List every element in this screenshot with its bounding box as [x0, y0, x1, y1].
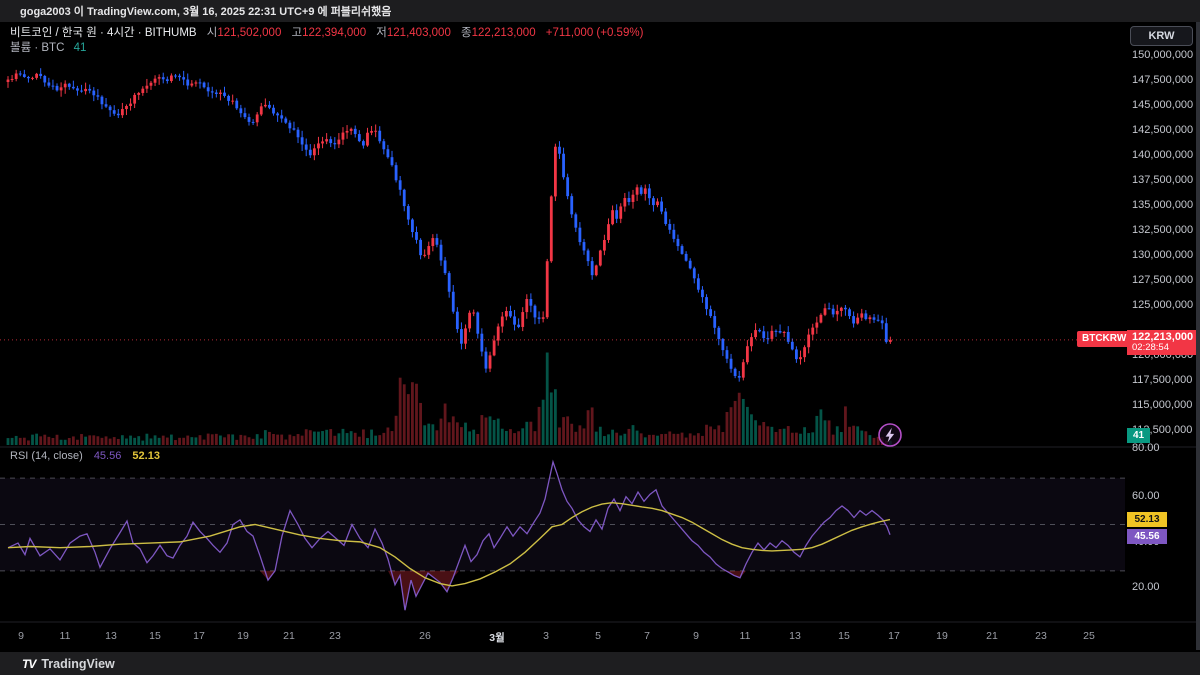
rsi-line [7, 459, 891, 611]
ohlc-close-label: 종 [461, 27, 472, 39]
bar-countdown: 02:28:54 [1132, 342, 1169, 353]
rsi-oversold-fill [8, 570, 890, 611]
axis-label: 80.00 [1132, 442, 1160, 454]
time-axis-tick: 15 [149, 630, 161, 642]
ohlc-high-value: 122,394,000 [302, 27, 367, 39]
time-axis-tick: 19 [936, 630, 948, 642]
volume-axis-tag: 41 [1127, 428, 1151, 443]
volume-indicator-value: 41 [73, 42, 87, 54]
ohlc-low-value: 121,403,000 [386, 27, 451, 39]
scrollbar[interactable] [1196, 22, 1200, 650]
axis-label: 140,000,000 [1132, 149, 1194, 161]
lightning-icon [885, 427, 895, 443]
axis-label: 150,000,000 [1132, 49, 1194, 61]
symbol-title[interactable]: 비트코인 / 한국 원 · 4시간 · BITHUMB [10, 27, 197, 39]
time-axis-tick: 7 [644, 630, 650, 642]
currency-toggle-button[interactable]: KRW [1130, 26, 1193, 46]
rsi-value: 45.56 [93, 450, 122, 462]
rsi-ma-value: 52.13 [132, 450, 160, 462]
tradingview-logo-icon[interactable]: TV [22, 656, 36, 671]
time-axis-tick: 19 [237, 630, 249, 642]
symbol-price-tag: BTCKRW [1077, 331, 1132, 347]
time-axis-tick: 11 [59, 630, 71, 642]
volume-layer [6, 352, 892, 445]
tradingview-brand[interactable]: TradingView [41, 656, 115, 671]
ohlc-low-label: 저 [376, 27, 387, 39]
axis-label: 130,000,000 [1132, 249, 1194, 261]
axis-label: 147,500,000 [1132, 74, 1194, 86]
time-axis-tick: 21 [283, 630, 295, 642]
time-axis-tick: 15 [838, 630, 850, 642]
time-axis-tick: 23 [329, 630, 341, 642]
time-axis-tick: 23 [1035, 630, 1047, 642]
time-axis-tick: 26 [419, 630, 431, 642]
rsi-ma-line [7, 502, 891, 587]
time-axis-tick: 21 [986, 630, 998, 642]
ohlc-close-value: 122,213,000 [471, 27, 536, 39]
volume-indicator-label[interactable]: 볼륨 · BTC [10, 42, 65, 54]
last-price-value: 122,213,000 [1132, 331, 1194, 343]
rsi-indicator-label[interactable]: RSI (14, close) [10, 450, 83, 462]
time-axis-tick: 5 [595, 630, 601, 642]
axis-label: 117,500,000 [1132, 374, 1193, 386]
axis-label: 127,500,000 [1132, 274, 1194, 286]
ohlc-open-value: 121,502,000 [217, 27, 282, 39]
time-axis-tick: 3월 [489, 632, 505, 644]
axis-label: 20.00 [1132, 581, 1160, 593]
rsi-axis-tag: 45.56 [1127, 529, 1167, 544]
candles-layer [6, 68, 892, 382]
axis-label: 125,000,000 [1132, 299, 1194, 311]
price-change: +711,000 (+0.59%) [545, 27, 644, 39]
symbol-header: 비트코인 / 한국 원 · 4시간 · BITHUMB 시121,502,000… [10, 26, 643, 56]
axis-label: 137,500,000 [1132, 174, 1194, 186]
time-axis-tick: 3 [543, 630, 549, 642]
time-axis-tick: 9 [693, 630, 699, 642]
footer-bar: TV TradingView [0, 652, 1200, 675]
axis-label: 115,000,000 [1132, 399, 1193, 411]
price-chart-svg[interactable] [0, 22, 1200, 650]
time-axis-tick: 17 [193, 630, 205, 642]
time-axis-tick: 11 [739, 630, 751, 642]
time-axis-tick: 9 [18, 630, 24, 642]
time-axis-tick: 17 [888, 630, 900, 642]
last-price-tag: 122,213,000 02:28:54 [1127, 330, 1197, 355]
publish-text: goga2003 이 TradingView.com, 3월 16, 2025 … [20, 6, 392, 18]
time-axis-tick: 25 [1083, 630, 1095, 642]
publish-bar: goga2003 이 TradingView.com, 3월 16, 2025 … [0, 0, 1200, 22]
axis-label: 135,000,000 [1132, 199, 1194, 211]
ohlc-high-label: 고 [291, 27, 303, 39]
ohlc-open-label: 시 [206, 27, 218, 39]
time-axis-tick: 13 [105, 630, 117, 642]
rsi-header: RSI (14, close) 45.56 52.13 [10, 450, 160, 462]
time-axis-tick: 13 [789, 630, 801, 642]
axis-label: 145,000,000 [1132, 99, 1194, 111]
axis-label: 60.00 [1132, 490, 1160, 502]
chart-region[interactable]: 비트코인 / 한국 원 · 4시간 · BITHUMB 시121,502,000… [0, 22, 1200, 652]
axis-label: 132,500,000 [1132, 224, 1194, 236]
rsi-ma-axis-tag: 52.13 [1127, 512, 1167, 527]
axis-label: 142,500,000 [1132, 124, 1194, 136]
price-axis[interactable]: 150,000,000 147,500,000 145,000,000 142,500… [1125, 22, 1196, 650]
